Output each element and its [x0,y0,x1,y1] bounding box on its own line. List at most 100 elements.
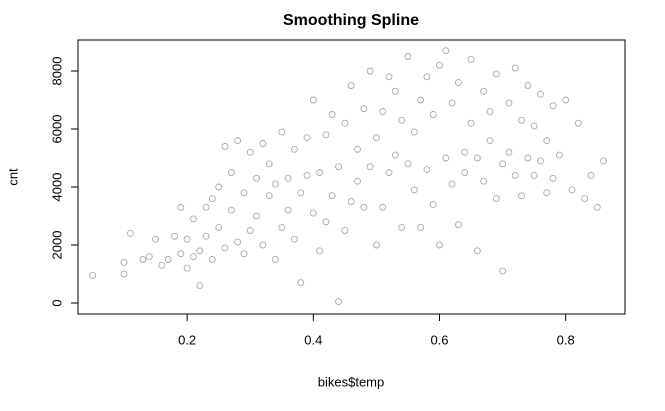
point [183,264,191,272]
point [347,198,355,205]
point [518,116,525,124]
point [126,229,134,237]
point [89,272,96,279]
point [549,174,557,182]
point [259,241,267,249]
point [259,140,267,147]
point [227,169,235,176]
point [202,203,210,211]
point [467,55,475,63]
point [537,90,544,98]
point [265,160,273,168]
point [303,134,311,142]
point [473,154,481,162]
point [303,171,311,179]
point [442,154,450,162]
point [429,111,437,118]
point [436,241,443,249]
point [593,203,601,211]
point [480,177,488,185]
point [354,145,361,153]
point [316,169,324,176]
point [486,108,494,116]
point [410,128,418,136]
point [555,151,563,159]
x-tick-label: 0.2 [178,332,196,347]
point [379,203,387,211]
point [366,67,374,75]
point [297,189,305,197]
point [486,137,494,145]
point [246,227,254,234]
point [417,224,425,232]
point [139,256,147,263]
point [461,148,469,156]
x-tick-label: 0.4 [304,332,322,347]
point [190,215,197,223]
y-axis-label: cnt [5,168,20,186]
point [518,192,525,200]
point [574,119,582,127]
point [505,148,513,156]
point [524,154,532,162]
point [404,53,412,60]
point [480,87,488,95]
point [568,186,576,194]
point [215,183,223,191]
point [600,157,607,165]
point [196,282,204,290]
point [272,180,279,188]
point [253,212,260,220]
point [240,189,248,197]
point [391,87,399,95]
point [246,148,254,156]
point [234,137,242,145]
point [341,119,349,127]
point [461,169,469,176]
y-tick-label: 6000 [49,115,64,144]
point [335,163,343,171]
point [120,270,128,278]
point [473,247,481,255]
point [316,247,324,255]
y-tick-label: 0 [49,299,64,306]
point [581,195,589,203]
point [202,232,210,240]
point [309,209,317,217]
point [404,160,412,168]
x-tick-label: 0.8 [557,332,575,347]
point [177,203,185,211]
point [328,192,336,200]
y-tick-label: 8000 [49,57,64,86]
point [543,189,551,197]
point [284,174,292,182]
point [467,119,475,127]
point [227,206,235,214]
point [177,250,185,258]
point [524,82,532,89]
point [221,142,229,150]
point [278,224,286,232]
point [183,235,191,243]
point [537,157,544,165]
point [423,73,431,81]
point [511,64,519,72]
point [530,122,538,130]
point [385,73,393,81]
point [448,180,456,188]
point [328,111,336,118]
point [265,192,273,200]
point [208,256,216,263]
y-tick-label: 2000 [49,231,64,260]
point [454,221,462,229]
point [423,166,431,174]
point [290,235,298,243]
point [347,82,355,89]
x-axis-label: bikes$temp [318,374,384,389]
point [221,244,229,252]
point [587,171,595,179]
point [549,102,557,110]
point [309,96,317,104]
point [360,105,368,113]
